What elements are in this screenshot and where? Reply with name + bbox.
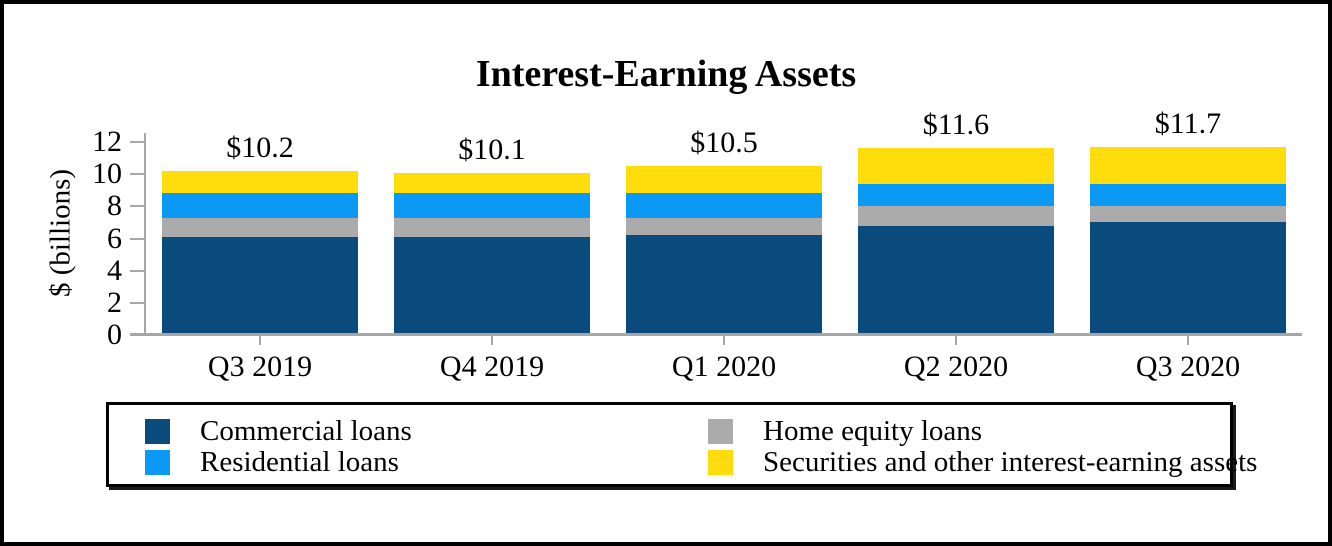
x-axis-tick: [1187, 336, 1189, 345]
legend-label: Securities and other interest-earning as…: [763, 446, 1258, 478]
y-axis-tick: [130, 237, 144, 240]
legend-swatch-home-equity-loans: [708, 419, 733, 444]
legend-column-right: Home equity loans Securities and other i…: [708, 415, 1258, 478]
legend-label: Commercial loans: [200, 415, 412, 447]
bar-segment: [394, 172, 590, 194]
legend-label: Residential loans: [200, 446, 399, 478]
legend-label: Home equity loans: [763, 415, 983, 447]
bar-segment: [1090, 183, 1286, 207]
bar-segment: [626, 235, 822, 335]
y-axis-tick: [130, 269, 144, 272]
y-axis-tick: [130, 141, 144, 143]
bar-segment: [394, 193, 590, 218]
legend-swatch-commercial-loans: [145, 419, 170, 444]
bar-segment: [858, 225, 1054, 335]
bar-total-label: $10.1: [458, 132, 526, 166]
y-axis-line: [144, 133, 146, 335]
bar-segment: [858, 183, 1054, 207]
legend-item-commercial-loans: Commercial loans: [145, 415, 412, 447]
legend-swatch-securities: [708, 450, 733, 475]
bar-segment: [1090, 206, 1286, 223]
y-axis-tick-label: 4: [107, 253, 122, 287]
x-axis-line: [130, 333, 1302, 336]
bar-segment: [394, 217, 590, 237]
x-axis-category-label: Q3 2019: [207, 350, 313, 383]
y-axis-tick-label: 12: [92, 125, 122, 158]
y-axis-tick-label: 10: [92, 157, 122, 191]
legend: Commercial loans Residential loans Home …: [106, 402, 1257, 487]
y-axis-tick-label: 2: [107, 285, 122, 319]
y-axis-tick: [130, 301, 144, 304]
bar-segment: [162, 236, 358, 335]
bar-segment: [394, 236, 590, 335]
y-axis-tick: [130, 173, 144, 176]
bar-segment: [1090, 146, 1286, 184]
x-axis-category-label: Q2 2020: [903, 350, 1009, 383]
bar-segment: [1090, 222, 1286, 335]
bar-segment: [162, 170, 358, 194]
x-axis-tick: [491, 336, 493, 345]
bar-total-label: $10.5: [690, 126, 758, 160]
x-axis-category-label: Q4 2019: [439, 350, 545, 383]
legend-swatch-residential-loans: [145, 450, 170, 475]
x-axis-tick: [955, 336, 957, 345]
bar-segment: [858, 148, 1054, 184]
legend-item-home-equity-loans: Home equity loans: [708, 415, 1257, 447]
y-axis-tick: [130, 205, 144, 208]
legend-item-residential-loans: Residential loans: [145, 446, 412, 478]
y-axis-tick-label: 8: [107, 189, 122, 223]
bar-segment: [858, 206, 1054, 226]
x-axis-category-label: Q3 2020: [1135, 350, 1241, 383]
bar-segment: [626, 193, 822, 218]
bar-total-label: $11.7: [1154, 106, 1222, 140]
bar-total-label: $10.2: [226, 130, 294, 164]
x-axis-category-label: Q1 2020: [671, 350, 777, 383]
chart-title: Interest-Earning Assets: [475, 53, 857, 95]
bar-segment: [626, 166, 822, 194]
x-axis-tick: [723, 336, 725, 345]
x-axis-tick: [259, 336, 261, 345]
y-axis-tick-label: 6: [107, 221, 122, 255]
legend-column-left: Commercial loans Residential loans: [145, 415, 412, 478]
bar-segment: [626, 217, 822, 236]
bar-segment: [162, 217, 358, 237]
y-axis-tick-label: 0: [107, 318, 122, 351]
bar-total-label: $11.6: [922, 108, 990, 142]
legend-item-securities: Securities and other interest-earning as…: [708, 446, 1258, 478]
bar-segment: [162, 193, 358, 218]
